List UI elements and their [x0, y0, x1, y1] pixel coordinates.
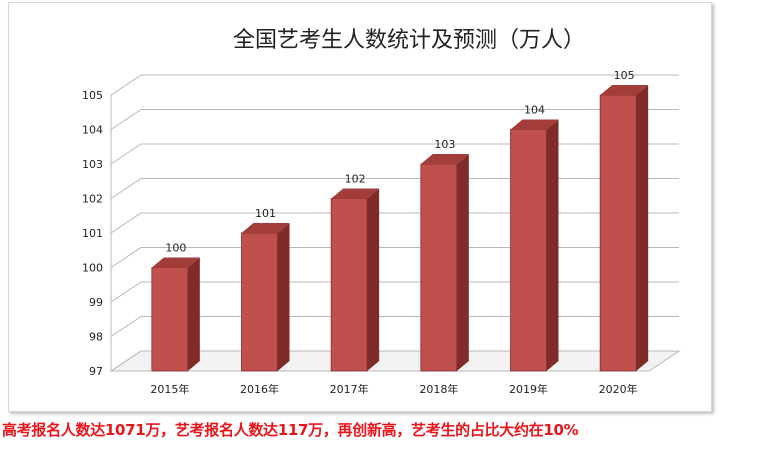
- bar: [510, 119, 559, 372]
- data-label: 102: [345, 173, 366, 186]
- data-label: 100: [165, 242, 186, 255]
- bar-top: [331, 188, 380, 199]
- data-label: 103: [434, 138, 455, 151]
- bar: [330, 188, 380, 372]
- gridline: [110, 178, 679, 199]
- y-tick-label: 101: [82, 227, 103, 240]
- bar: [599, 85, 649, 372]
- x-tick-label: 2015年: [150, 382, 189, 396]
- y-tick-label: 100: [82, 262, 103, 275]
- bar-side: [187, 257, 200, 371]
- x-tick-label: 2016年: [240, 382, 279, 396]
- bar-side: [367, 188, 380, 371]
- gridline: [110, 350, 679, 372]
- bar-layer: [151, 85, 649, 372]
- chart-title: 全国艺考生人数统计及预测（万人）: [233, 28, 585, 53]
- x-tick-label: 2020年: [599, 382, 638, 396]
- bar-top: [241, 223, 290, 233]
- bar-front: [510, 129, 547, 372]
- data-label: 105: [614, 69, 635, 82]
- bar-front: [330, 198, 368, 372]
- data-label: 101: [255, 207, 276, 220]
- bar-front: [420, 163, 458, 372]
- bar-front: [599, 94, 637, 372]
- bar-side: [636, 85, 649, 371]
- x-tick-label: 2019年: [509, 382, 548, 396]
- gridline: [110, 316, 679, 337]
- bar-top: [600, 85, 649, 95]
- y-tick-label: 97: [89, 365, 103, 378]
- bar-chart: 全国艺考生人数统计及预测（万人） 97 98 99 100 101 102 103 104 10…: [82, 28, 681, 396]
- y-tick-label: 99: [89, 296, 103, 309]
- data-label: 104: [524, 104, 545, 117]
- y-tick-label: 103: [82, 158, 103, 171]
- bar-side: [546, 119, 559, 371]
- bar-side: [277, 223, 290, 371]
- bar-top: [420, 154, 469, 164]
- gridline: [110, 212, 679, 234]
- bar: [151, 257, 200, 372]
- label-layer: 97 98 99 100 101 102 103 104 105 100 2015年 101 2016年…: [82, 69, 638, 396]
- chart-frame: 全国艺考生人数统计及预测（万人） 97 98 99 100 101 102 103 104 10…: [8, 2, 712, 412]
- bar-front: [151, 267, 189, 372]
- gridline: [110, 281, 679, 303]
- x-tick-label: 2017年: [330, 382, 369, 396]
- y-tick-label: 102: [82, 193, 103, 206]
- gridline: [110, 74, 679, 96]
- bar-front: [241, 232, 278, 372]
- y-tick-label: 104: [82, 124, 103, 137]
- caption-text: 高考报名人数达1071万，艺考报名人数达117万，再创新高，艺考生的占比大约在1…: [2, 421, 579, 439]
- bar: [241, 223, 290, 372]
- bar-side: [456, 154, 469, 371]
- bar-top: [151, 257, 200, 268]
- gridline: [110, 247, 679, 268]
- y-tick-label: 105: [82, 89, 103, 102]
- gridline: [110, 109, 679, 130]
- y-tick-label: 98: [89, 331, 103, 344]
- bar: [420, 154, 469, 372]
- gridline: [110, 143, 679, 165]
- bar-top: [510, 119, 559, 130]
- x-tick-label: 2018年: [419, 382, 458, 396]
